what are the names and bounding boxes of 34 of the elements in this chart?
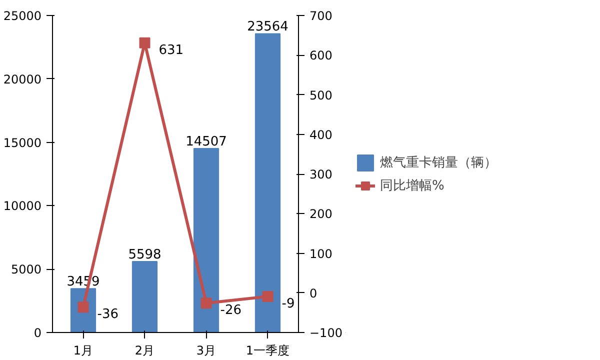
x-tick-label: 2月 <box>134 344 155 358</box>
data-label: -26 <box>220 303 242 318</box>
data-label: -36 <box>97 307 118 322</box>
y-tick-label: 10000 <box>3 199 42 214</box>
y2-tick-label: 100 <box>310 246 332 261</box>
y2-tick-label: 500 <box>310 88 332 102</box>
legend-label: 同比增幅% <box>380 177 444 194</box>
y2-tick-label: 0 <box>310 286 318 300</box>
legend-label: 燃气重卡销量（辆） <box>380 154 497 171</box>
y2-tick-label: 700 <box>310 9 332 23</box>
y2-tick-label: 600 <box>310 48 332 63</box>
y-tick-label: 15000 <box>3 136 42 150</box>
data-label: -9 <box>282 296 295 312</box>
x-tick-label: 3月 <box>196 344 216 358</box>
point <box>262 290 274 302</box>
bar <box>132 261 158 332</box>
y2-tick-label: 300 <box>310 168 332 182</box>
bar <box>254 33 281 332</box>
point <box>200 298 212 309</box>
y-tick-label: 20000 <box>3 72 42 86</box>
y-tick-label: 0 <box>34 326 42 340</box>
x-tick-label: 1月 <box>73 344 94 358</box>
x-tick-label: 1一季度 <box>246 344 290 358</box>
point <box>139 37 150 48</box>
data-label: 631 <box>158 42 184 58</box>
y-tick-label: 25000 <box>3 9 42 23</box>
y2-tick-label: 200 <box>310 207 332 222</box>
bar <box>193 148 220 332</box>
data-label: 23564 <box>247 20 288 35</box>
y-tick-label: 5000 <box>10 262 42 277</box>
data-label: 5598 <box>128 248 162 263</box>
data-label: 14507 <box>186 134 227 150</box>
y2-tick-label: 400 <box>310 128 332 142</box>
y2-tick-label: −100 <box>310 326 342 340</box>
